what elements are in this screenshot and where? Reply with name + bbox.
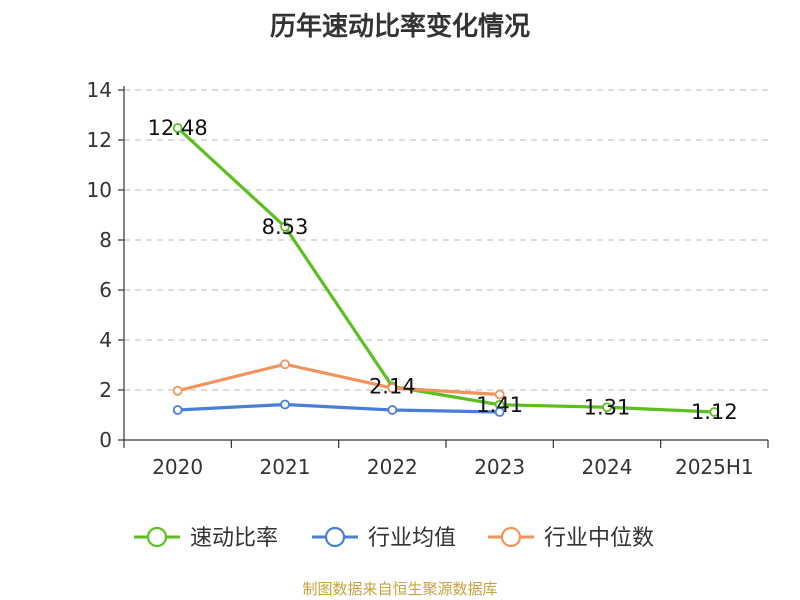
axes: 0 2 4 6 8 10 12 14 2020 2021 2022 2023 2024 2025H1 <box>87 78 769 479</box>
y-tick-label: 12 <box>87 128 112 152</box>
y-tick-label: 8 <box>99 228 112 252</box>
legend: 速动比率 行业均值 行业中位数 <box>134 526 654 551</box>
data-label: 1.12 <box>691 400 738 424</box>
y-tick-label: 14 <box>87 78 112 102</box>
y-tick-label: 4 <box>99 328 112 352</box>
source-note: 制图数据来自恒生聚源数据库 <box>302 580 498 598</box>
data-point <box>709 407 720 417</box>
data-point <box>387 405 398 415</box>
data-point <box>494 407 505 417</box>
series-line <box>176 126 715 414</box>
data-label: 1.41 <box>476 393 523 417</box>
y-tick-label: 0 <box>99 428 112 452</box>
legend-marker <box>146 526 168 548</box>
data-point <box>602 402 612 413</box>
data-point <box>387 383 398 393</box>
data-point <box>280 399 290 410</box>
x-tick-label: 2024 <box>582 455 633 479</box>
data-labels: 12.48 8.53 2.14 1.41 1.31 1.12 <box>148 116 738 424</box>
data-label: 8.53 <box>262 215 309 239</box>
data-point <box>280 359 290 370</box>
data-label: 1.31 <box>584 395 631 419</box>
data-label: 2.14 <box>369 375 416 399</box>
data-point <box>494 389 505 400</box>
y-tick-label: 2 <box>99 378 112 402</box>
y-tick-label: 6 <box>99 278 112 302</box>
data-point <box>172 123 183 133</box>
gridlines <box>124 89 768 391</box>
chart-title: 历年速动比率变化情况 <box>269 12 530 42</box>
legend-marker <box>324 526 346 548</box>
data-label: 12.48 <box>148 116 208 140</box>
x-tick-label: 2025H1 <box>675 455 754 479</box>
series-layer <box>172 123 720 417</box>
legend-label: 行业中位数 <box>544 526 654 551</box>
data-point <box>280 221 290 232</box>
x-tick-label: 2022 <box>367 455 418 479</box>
legend-label: 行业均值 <box>368 526 456 551</box>
x-tick-label: 2023 <box>474 455 525 479</box>
x-tick-label: 2021 <box>260 455 311 479</box>
series-line <box>177 362 500 397</box>
y-tick-label: 10 <box>87 178 112 202</box>
data-point <box>172 405 183 415</box>
legend-marker <box>500 526 522 548</box>
series-line <box>177 402 500 414</box>
data-point <box>172 385 183 396</box>
legend-label: 速动比率 <box>190 526 278 551</box>
x-tick-label: 2020 <box>152 455 203 479</box>
